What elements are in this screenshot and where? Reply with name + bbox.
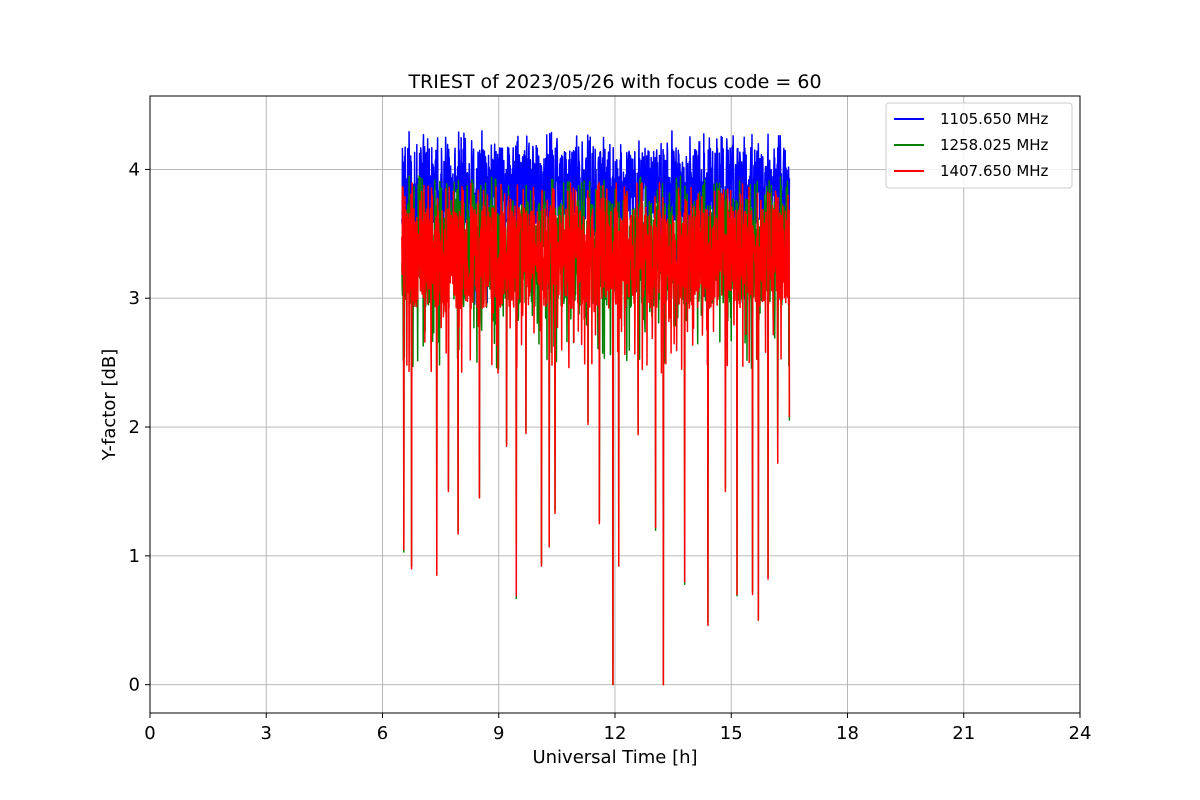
legend: 1105.650 MHz 1258.025 MHz 1407.650 MHz xyxy=(885,102,1073,189)
x-tick-label: 3 xyxy=(261,723,272,744)
chart-title: TRIEST of 2023/05/26 with focus code = 6… xyxy=(407,71,821,93)
y-axis-ticks: 0 1 2 3 4 xyxy=(129,159,150,696)
y-tick-label: 4 xyxy=(129,159,140,180)
legend-label-3: 1407.650 MHz xyxy=(940,162,1049,180)
x-axis-label: Universal Time [h] xyxy=(532,747,697,768)
x-tick-label: 0 xyxy=(144,723,155,744)
legend-box xyxy=(885,102,1073,189)
y-tick-label: 0 xyxy=(129,675,140,696)
x-tick-label: 15 xyxy=(720,723,743,744)
x-tick-label: 24 xyxy=(1069,723,1092,744)
y-tick-label: 2 xyxy=(129,417,140,438)
x-tick-label: 18 xyxy=(836,723,859,744)
x-axis-ticks: 0 3 6 9 12 15 18 21 24 xyxy=(144,713,1091,744)
y-axis-label: Y-factor [dB] xyxy=(99,349,120,462)
x-tick-label: 6 xyxy=(377,723,388,744)
y-tick-label: 1 xyxy=(129,546,140,567)
series-layer xyxy=(401,130,791,686)
y-tick-label: 3 xyxy=(129,288,140,309)
series-line-3 xyxy=(401,181,791,686)
x-tick-label: 21 xyxy=(952,723,975,744)
legend-label-2: 1258.025 MHz xyxy=(940,136,1049,154)
legend-label-1: 1105.650 MHz xyxy=(940,110,1049,128)
x-tick-label: 12 xyxy=(604,723,627,744)
x-tick-label: 9 xyxy=(493,723,504,744)
